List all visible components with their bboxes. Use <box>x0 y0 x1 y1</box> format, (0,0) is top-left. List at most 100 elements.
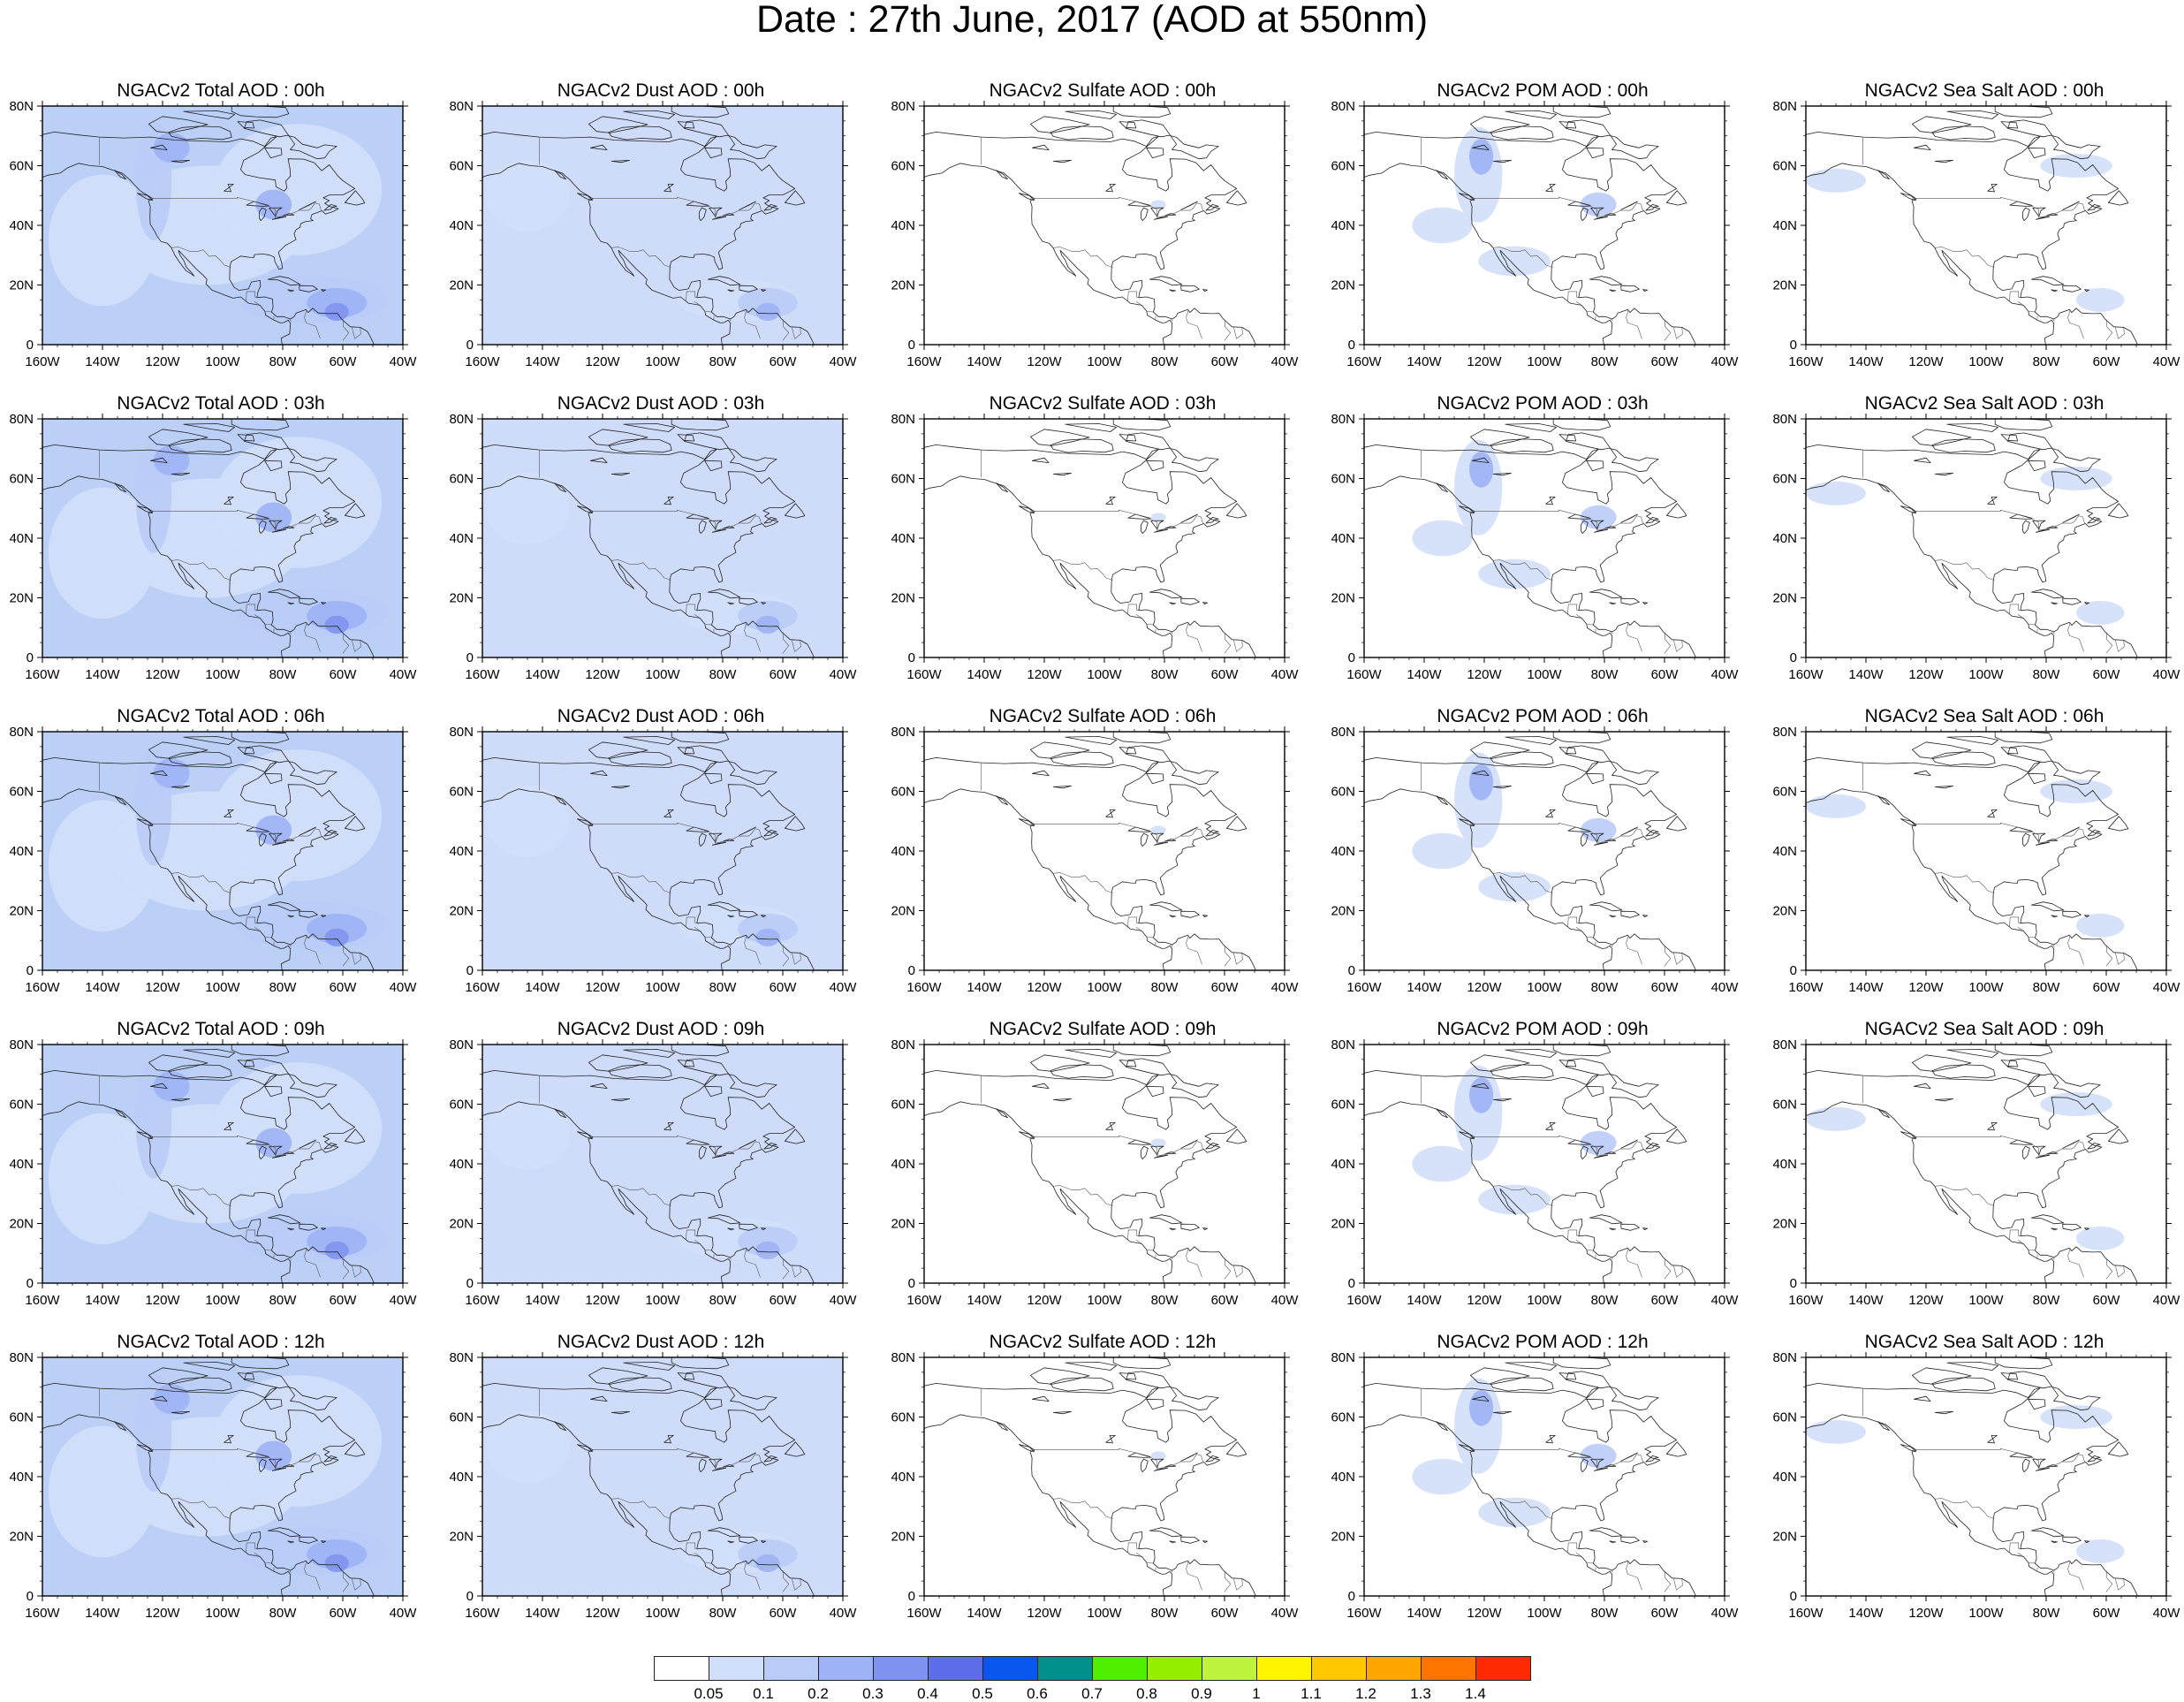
lon-tick-label: 120W <box>1467 980 1502 995</box>
coastline-island <box>1566 1371 1659 1411</box>
coastline-island <box>2107 503 2129 519</box>
coastline-island <box>1169 602 1177 605</box>
coastlines <box>482 1357 815 1596</box>
coastline-island <box>727 1540 735 1544</box>
coastline-island <box>344 503 366 519</box>
political-border <box>1492 1185 1553 1206</box>
aod-patch <box>1478 246 1551 277</box>
coastline-island <box>2062 597 2082 605</box>
map-panel-dust: NGACv2 Dust AOD : 06h 160W 140W 120W 100W 80W… <box>440 705 882 1019</box>
map-panel-sulfate: NGACv2 Sulfate AOD : 03h 160W 140W 120W 100W… <box>882 392 1323 706</box>
coastline-island <box>264 772 283 785</box>
aod-patch <box>1806 481 1866 505</box>
aod-patch <box>2040 154 2112 178</box>
coastline-island <box>264 460 283 472</box>
political-border <box>2067 935 2084 965</box>
political-border <box>254 1542 259 1550</box>
coastline-island <box>1050 1064 1114 1079</box>
political-border <box>1127 291 1138 302</box>
lon-tick-label: 40W <box>390 354 418 369</box>
political-border <box>694 916 699 924</box>
political-border <box>304 622 321 652</box>
coastline-island <box>148 116 209 133</box>
lon-tick-label: 100W <box>1968 354 2004 369</box>
coastline-island <box>1205 1455 1219 1463</box>
coastline-island <box>1877 1108 1890 1119</box>
coastline-island <box>623 736 676 745</box>
coastline-island <box>1620 285 1640 293</box>
coastline-island <box>136 193 153 201</box>
lon-tick-label: 160W <box>465 354 500 369</box>
lake-outline <box>171 1098 191 1102</box>
aod-patch <box>1412 1458 1473 1495</box>
lat-tick-label: 0 <box>1790 1589 1797 1604</box>
lake-outline <box>711 216 727 220</box>
panel-title: NGACv2 Total AOD : 06h <box>117 706 325 726</box>
coastline-island <box>1586 1085 1604 1098</box>
lon-tick-label: 160W <box>1346 354 1382 369</box>
lon-tick-label: 80W <box>709 980 738 995</box>
map-panel-total: NGACv2 Total AOD : 06h 160W 140W 120W 100W 80… <box>0 705 442 1019</box>
lon-tick-label: 80W <box>1591 980 1619 995</box>
map-svg: 160W 140W 120W 100W 80W 60W 40W 0 20N 40N 60N 80N <box>1772 412 2180 682</box>
lat-tick-label: 80N <box>1772 725 1797 740</box>
political-border <box>1626 309 1642 339</box>
lake-outline <box>711 1154 727 1159</box>
coastline-island <box>1065 736 1118 745</box>
colorbar-label: 1 <box>1252 1685 1261 1702</box>
political-border <box>171 559 231 581</box>
political-border <box>254 301 260 306</box>
political-border <box>1052 1185 1113 1206</box>
coastline-island <box>684 1371 777 1411</box>
coastline-island <box>1469 741 1530 759</box>
map-panel-total: NGACv2 Total AOD : 09h 160W 140W 120W 100W 80… <box>0 1018 442 1332</box>
aod-background-field <box>924 419 1285 657</box>
lat-tick-label: 40N <box>1331 1157 1355 1172</box>
lon-tick-label: 100W <box>1968 980 2004 995</box>
aod-patch <box>1478 1497 1551 1528</box>
lat-tick-label: 40N <box>9 531 34 546</box>
coastline-island <box>264 1085 283 1098</box>
panel-title: NGACv2 Sulfate AOD : 12h <box>989 1332 1217 1352</box>
coastline-island <box>2084 915 2090 918</box>
lat-tick-label: 60N <box>1331 472 1355 487</box>
political-border <box>1934 247 1995 268</box>
coastline-island <box>739 826 756 836</box>
lon-tick-label: 160W <box>1346 1293 1382 1308</box>
political-border <box>1664 1570 1672 1592</box>
panel-title: NGACv2 Total AOD : 09h <box>117 1019 325 1039</box>
lon-tick-label: 140W <box>1407 980 1442 995</box>
coastline-island <box>1609 1227 1617 1231</box>
political-border <box>2067 1561 2084 1591</box>
political-border <box>744 622 761 652</box>
lat-tick-label: 80N <box>1772 1037 1797 1052</box>
political-border <box>1611 945 1613 947</box>
lat-tick-label: 0 <box>908 963 915 978</box>
political-border <box>1171 1570 1173 1573</box>
coastline-island <box>763 1455 777 1463</box>
political-border <box>610 872 671 893</box>
lon-tick-label: 140W <box>85 1606 120 1621</box>
political-border <box>1567 291 1578 302</box>
colorbar-swatch <box>654 1656 709 1681</box>
lake-outline <box>1141 207 1149 222</box>
lat-tick-label: 80N <box>449 1350 474 1365</box>
political-border <box>1611 1258 1613 1260</box>
political-border <box>1492 247 1553 268</box>
panel-title: NGACv2 POM AOD : 06h <box>1437 706 1649 726</box>
colorbar-swatch <box>1256 1656 1312 1681</box>
panel-title: NGACv2 Sea Salt AOD : 00h <box>1864 80 2104 101</box>
political-border <box>351 952 361 965</box>
lat-tick-label: 80N <box>449 725 474 740</box>
lake-outline <box>259 520 267 535</box>
lake-outline <box>224 497 234 505</box>
coastline-island <box>1018 818 1035 827</box>
coastline-island <box>1877 795 1890 806</box>
coastline-island <box>1931 438 1996 453</box>
coastline-island <box>761 1227 767 1231</box>
lon-tick-label: 60W <box>2093 1606 2121 1621</box>
political-border <box>2009 604 2020 615</box>
aod-field <box>48 433 388 637</box>
lon-tick-label: 160W <box>1788 1606 1824 1621</box>
coastline-island <box>114 1108 126 1119</box>
